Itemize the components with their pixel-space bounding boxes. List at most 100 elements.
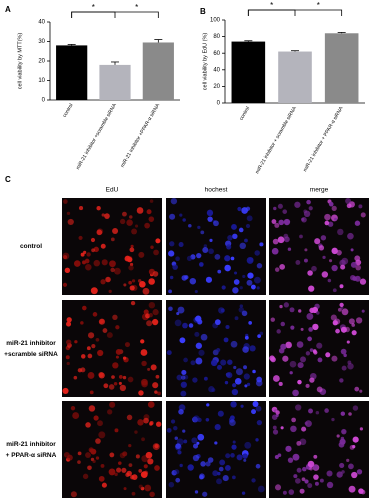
row-label: +scramble siRNA bbox=[4, 351, 58, 358]
y-tick-label: 30 bbox=[38, 39, 45, 45]
cell bbox=[237, 206, 242, 212]
cell bbox=[305, 383, 310, 388]
cell bbox=[324, 408, 329, 413]
cell bbox=[119, 218, 126, 225]
cell bbox=[62, 387, 69, 394]
cell bbox=[308, 206, 313, 211]
cell bbox=[307, 270, 313, 276]
cell bbox=[101, 259, 108, 266]
cell bbox=[148, 301, 156, 309]
cell bbox=[66, 454, 73, 461]
cell bbox=[214, 319, 221, 326]
cell bbox=[100, 463, 105, 468]
row-label: miR-21 inhibitor bbox=[6, 441, 56, 448]
cell bbox=[207, 457, 214, 463]
cell bbox=[220, 308, 225, 313]
cell bbox=[197, 225, 201, 230]
cell bbox=[217, 269, 222, 274]
cell bbox=[244, 441, 252, 449]
x-tick-label: miR-21 inhibitor + PPAR-α siRNA bbox=[302, 105, 345, 173]
cell bbox=[343, 353, 347, 358]
cell bbox=[151, 318, 159, 326]
cell bbox=[293, 474, 298, 479]
cell bbox=[181, 369, 187, 376]
cell bbox=[287, 457, 294, 463]
cell bbox=[232, 287, 239, 294]
cell bbox=[234, 271, 238, 275]
cell bbox=[96, 206, 101, 211]
cell bbox=[285, 341, 292, 349]
error-bar bbox=[67, 44, 76, 46]
cell bbox=[290, 425, 297, 433]
cell bbox=[227, 359, 233, 365]
cell bbox=[183, 439, 188, 444]
cell bbox=[226, 244, 232, 250]
cell bbox=[97, 349, 104, 357]
cell bbox=[309, 466, 313, 471]
cell bbox=[233, 365, 237, 370]
cell bbox=[65, 355, 70, 360]
cell bbox=[213, 220, 219, 227]
cell bbox=[129, 247, 135, 253]
cell bbox=[128, 280, 132, 285]
cell bbox=[289, 371, 293, 375]
cell bbox=[95, 456, 100, 460]
cell bbox=[194, 490, 199, 494]
cell bbox=[152, 271, 159, 277]
cell bbox=[312, 349, 317, 354]
cell bbox=[103, 383, 109, 389]
cell bbox=[221, 285, 226, 290]
cell bbox=[195, 342, 203, 349]
cell bbox=[230, 256, 235, 261]
significance-label: * bbox=[270, 1, 273, 10]
cell bbox=[169, 275, 174, 280]
cell bbox=[279, 304, 283, 309]
cell bbox=[256, 263, 263, 269]
cell bbox=[359, 427, 364, 431]
x-tick-label: control bbox=[239, 106, 252, 122]
cell bbox=[82, 305, 87, 311]
cell bbox=[62, 282, 68, 287]
error-bar bbox=[291, 50, 299, 52]
cell bbox=[351, 330, 357, 336]
cell bbox=[326, 470, 333, 477]
cell bbox=[124, 342, 130, 348]
cell bbox=[239, 286, 243, 290]
cell bbox=[257, 334, 261, 338]
cell bbox=[179, 213, 183, 217]
cell bbox=[231, 224, 237, 230]
micrograph bbox=[62, 401, 162, 498]
cell bbox=[305, 420, 312, 428]
cell bbox=[324, 220, 330, 226]
micrograph bbox=[166, 401, 266, 498]
y-tick-label: 100 bbox=[210, 18, 221, 24]
micrograph bbox=[62, 300, 162, 397]
cell bbox=[275, 410, 280, 415]
cell bbox=[359, 278, 367, 285]
cell bbox=[205, 417, 210, 422]
cell bbox=[224, 465, 231, 471]
cell bbox=[195, 357, 203, 365]
cell bbox=[340, 326, 347, 333]
cell bbox=[197, 433, 205, 441]
y-axis-label: cell viability by EdU (%) bbox=[202, 33, 208, 91]
cell bbox=[301, 426, 307, 432]
cell bbox=[115, 349, 122, 355]
cell bbox=[241, 491, 246, 495]
cell bbox=[129, 215, 133, 219]
cell bbox=[241, 310, 248, 317]
significance-bracket bbox=[71, 11, 159, 18]
cell bbox=[272, 238, 279, 245]
cell bbox=[352, 405, 359, 411]
micrograph-background bbox=[166, 300, 266, 397]
x-tick-label: miR-21 inhibitor +PPAR-α siRNA bbox=[120, 102, 162, 169]
cell bbox=[170, 419, 176, 424]
error-bar bbox=[337, 32, 346, 34]
cell bbox=[216, 347, 221, 353]
cell bbox=[138, 469, 143, 473]
cell bbox=[101, 213, 105, 217]
cell bbox=[341, 257, 349, 265]
cell bbox=[212, 470, 219, 477]
cell bbox=[146, 320, 153, 327]
cell bbox=[93, 259, 101, 267]
